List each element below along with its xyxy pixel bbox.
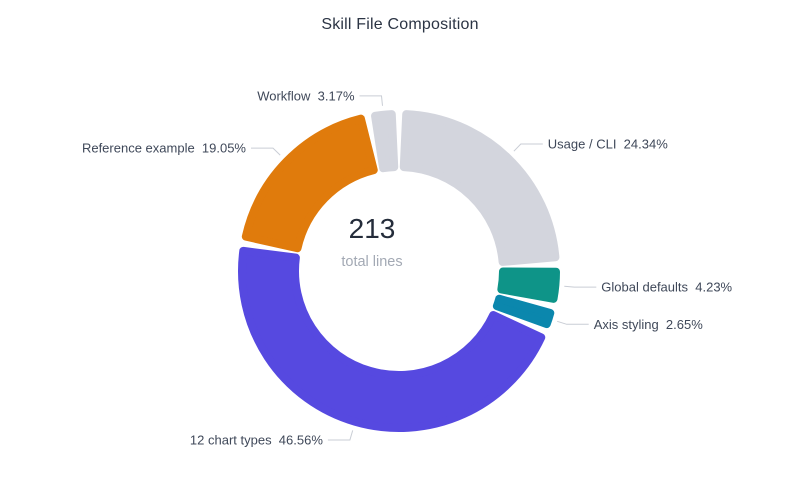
slice-label-usage-cli: Usage / CLI 24.34% (548, 137, 668, 152)
donut-segment-12-chart-types[interactable] (238, 246, 546, 432)
slice-label-global-defaults: Global defaults 4.23% (601, 280, 732, 295)
slice-label-reference-example: Reference example 19.05% (82, 141, 246, 156)
slice-label-12-chart-types: 12 chart types 46.56% (190, 433, 323, 448)
donut-segment-workflow[interactable] (371, 110, 399, 173)
label-line-axis-styling (557, 320, 589, 325)
donut-segment-usage-cli[interactable] (399, 110, 560, 266)
center-total-value: 213 (349, 213, 396, 244)
label-line-workflow (359, 95, 383, 106)
donut-segment-axis-styling[interactable] (492, 294, 555, 329)
center-total-caption: total lines (341, 254, 402, 270)
chart-title: Skill File Composition (321, 16, 479, 33)
donut-segment-global-defaults[interactable] (497, 267, 560, 303)
slice-label-axis-styling: Axis styling 2.65% (594, 317, 704, 332)
donut-segment-reference-example[interactable] (241, 114, 378, 253)
label-line-usage-cli (513, 143, 543, 152)
label-line-global-defaults (564, 285, 597, 288)
label-line-reference-example (251, 147, 281, 156)
label-line-12-chart-types (327, 430, 354, 441)
slice-label-workflow: Workflow 3.17% (257, 88, 355, 103)
